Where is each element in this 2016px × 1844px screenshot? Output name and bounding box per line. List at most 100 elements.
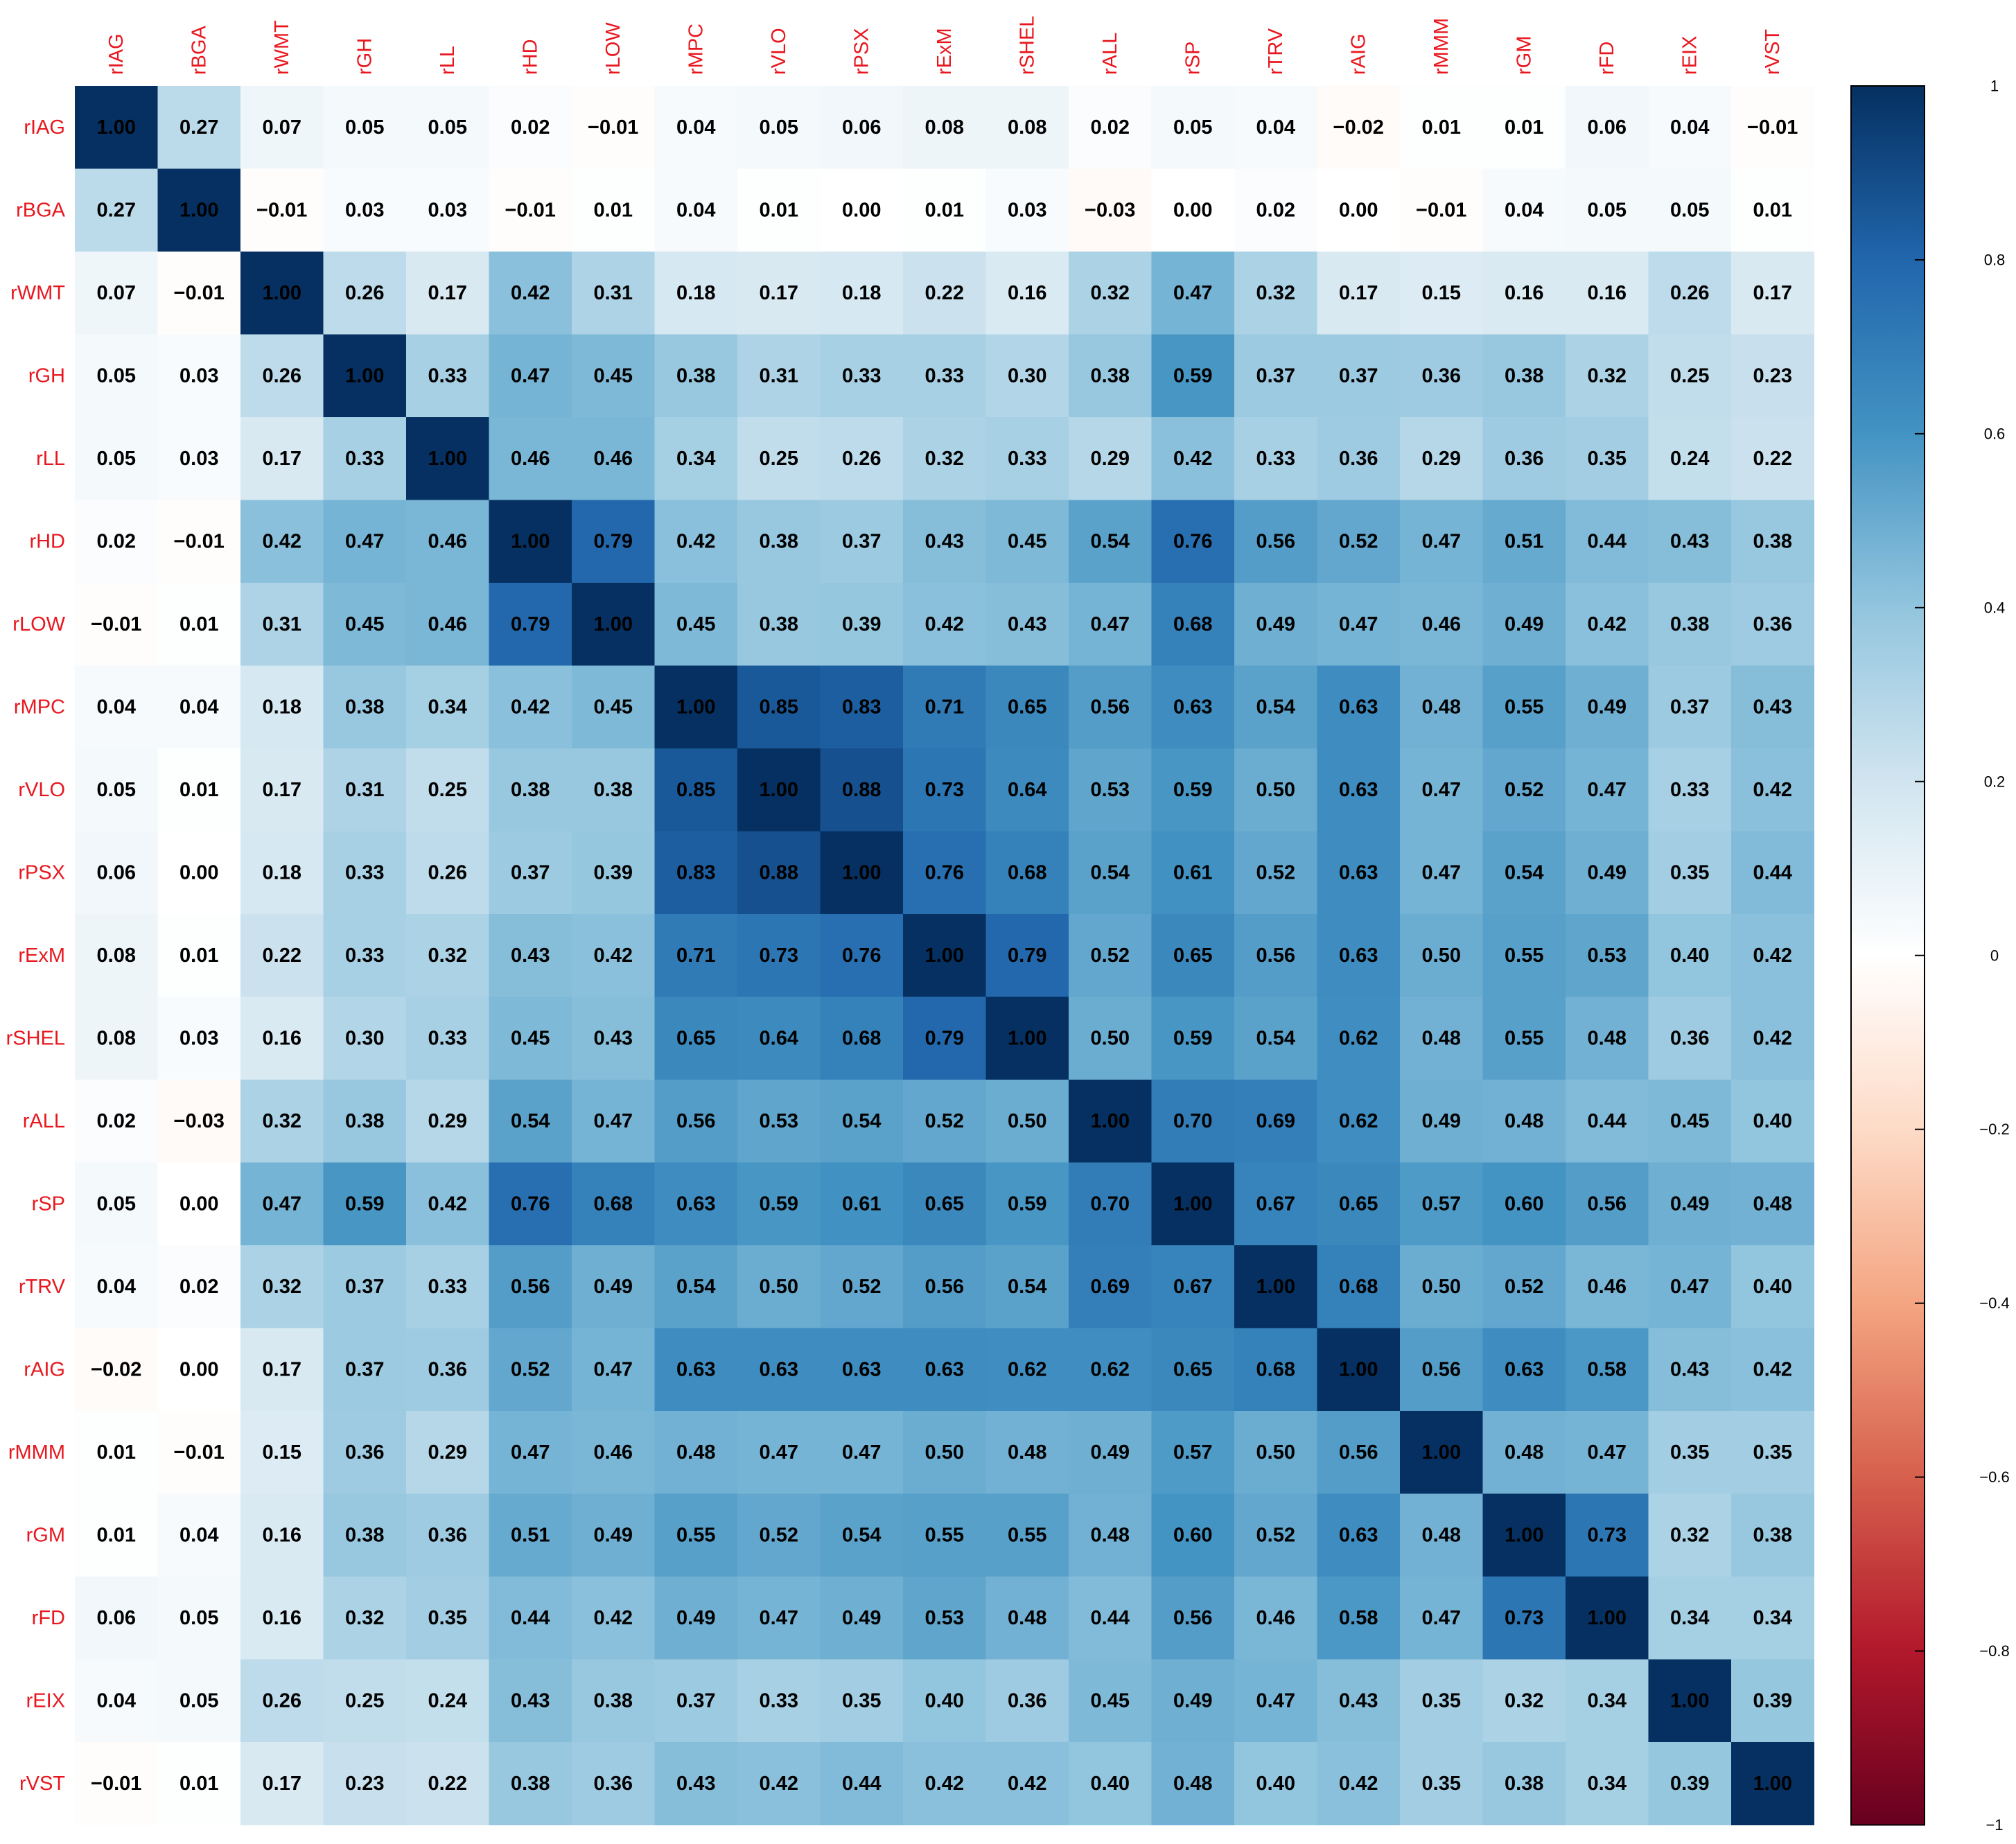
heatmap-cell: [903, 1493, 986, 1577]
heatmap-cell: [1069, 1245, 1152, 1328]
cell-value-label: 0.01: [594, 199, 633, 221]
cell-value-label: 0.42: [263, 530, 301, 552]
cell-value-label: 0.05: [179, 1689, 218, 1712]
cell-value-label: 0.25: [760, 448, 798, 470]
heatmap-cell: [240, 334, 324, 418]
cell-value-label: 0.37: [1256, 365, 1295, 387]
cell-value-label: 0.05: [1173, 116, 1212, 139]
cell-value-label: 0.33: [1670, 779, 1709, 801]
cell-value-label: 0.46: [1422, 613, 1461, 635]
heatmap-cell: [1151, 1080, 1235, 1163]
cell-value-label: 0.22: [925, 282, 964, 304]
heatmap-cell: [1234, 831, 1317, 915]
heatmap-cell: [1648, 334, 1732, 418]
cell-value-label: 0.88: [842, 779, 881, 801]
cell-value-label: 0.32: [1256, 282, 1295, 304]
cell-value-label: 0.15: [263, 1441, 301, 1464]
cell-value-label: 0.04: [179, 1524, 218, 1546]
heatmap-cell: [406, 86, 489, 169]
heatmap-cell: [240, 500, 324, 583]
heatmap-cell: [240, 1328, 324, 1412]
heatmap-cell: [323, 748, 407, 832]
cell-value-label: 0.02: [1256, 199, 1295, 221]
cell-value-label: 0.27: [97, 199, 136, 221]
cell-value-label: 0.43: [925, 530, 964, 552]
cell-value-label: 0.63: [1339, 1524, 1378, 1546]
heatmap-cell: [1234, 665, 1317, 749]
cell-value-label: 0.04: [97, 696, 136, 718]
cell-value-label: 1.00: [925, 945, 964, 967]
cell-value-label: 0.54: [1256, 1027, 1295, 1049]
cell-value-label: 0.58: [1339, 1607, 1378, 1629]
heatmap-cell: [903, 252, 986, 335]
cell-value-label: 0.42: [925, 613, 964, 635]
cell-value-label: 0.47: [760, 1607, 798, 1629]
heatmap-cell: [654, 996, 738, 1080]
heatmap-cell: [1317, 1328, 1401, 1412]
heatmap-cell: [240, 1411, 324, 1494]
heatmap-cell: [985, 86, 1069, 169]
cell-value-label: 0.22: [1753, 448, 1792, 470]
heatmap-cell: [1234, 1245, 1317, 1328]
cell-value-label: 0.39: [594, 861, 633, 884]
heatmap-cell: [737, 748, 821, 832]
cell-value-label: 0.04: [1256, 116, 1295, 139]
cell-value-label: 0.03: [1008, 199, 1046, 221]
column-label: rBGA: [188, 25, 210, 75]
cell-value-label: 1.00: [760, 779, 798, 801]
heatmap-cell: [820, 334, 904, 418]
column-label: rLL: [437, 46, 459, 75]
heatmap-cell: [654, 748, 738, 832]
cell-value-label: 0.16: [1588, 282, 1627, 304]
heatmap-cell: [1648, 996, 1732, 1080]
cell-value-label: 0.38: [345, 1110, 384, 1132]
heatmap-cell: [903, 334, 986, 418]
row-label: rExM: [18, 945, 65, 967]
cell-value-label: 0.67: [1256, 1193, 1295, 1215]
cell-value-label: 0.43: [511, 945, 550, 967]
cell-value-label: 0.25: [345, 1689, 384, 1712]
cell-value-label: 0.54: [842, 1110, 881, 1132]
cell-value-label: 0.79: [511, 613, 550, 635]
heatmap-cell: [157, 334, 241, 418]
cell-value-label: 0.48: [1505, 1110, 1543, 1132]
heatmap-cell: [489, 996, 572, 1080]
heatmap-cell: [489, 914, 572, 997]
cell-value-label: 0.51: [511, 1524, 550, 1546]
cell-value-label: 0.33: [1008, 448, 1046, 470]
cell-value-label: 0.63: [1339, 779, 1378, 801]
cell-value-label: 0.06: [97, 861, 136, 884]
heatmap-cell: [737, 1742, 821, 1825]
column-label: rGH: [353, 38, 376, 75]
cell-value-label: 0.65: [1173, 1358, 1212, 1380]
cell-value-label: 0.26: [842, 448, 881, 470]
cell-value-label: 0.47: [760, 1441, 798, 1464]
cell-value-label: 0.18: [676, 282, 715, 304]
heatmap-cell: [1648, 914, 1732, 997]
cell-value-label: 0.54: [676, 1276, 715, 1298]
cell-value-label: 0.34: [1753, 1607, 1792, 1629]
heatmap-cell: [903, 748, 986, 832]
heatmap-cell: [406, 748, 489, 832]
colorbar-tick-label: 0: [1990, 947, 1999, 964]
heatmap-cell: [572, 86, 655, 169]
heatmap-cell: [1400, 334, 1483, 418]
heatmap-cell: [1317, 831, 1401, 915]
heatmap-cell: [1731, 831, 1814, 915]
heatmap-cell: [75, 1245, 158, 1328]
heatmap-cell: [572, 1411, 655, 1494]
cell-value-label: 0.04: [97, 1276, 136, 1298]
heatmap-cell: [1731, 583, 1814, 666]
cell-value-label: 0.04: [97, 1689, 136, 1712]
cell-value-label: 0.00: [179, 1193, 218, 1215]
heatmap-cell: [820, 1659, 904, 1743]
heatmap-cell: [572, 665, 655, 749]
heatmap-cell: [903, 1162, 986, 1246]
cell-value-label: 0.35: [1588, 448, 1627, 470]
cell-value-label: 0.47: [1173, 282, 1212, 304]
heatmap-cell: [323, 996, 407, 1080]
heatmap-cell: [75, 334, 158, 418]
cell-value-label: 0.04: [676, 199, 715, 221]
cell-value-label: 1.00: [345, 365, 384, 387]
